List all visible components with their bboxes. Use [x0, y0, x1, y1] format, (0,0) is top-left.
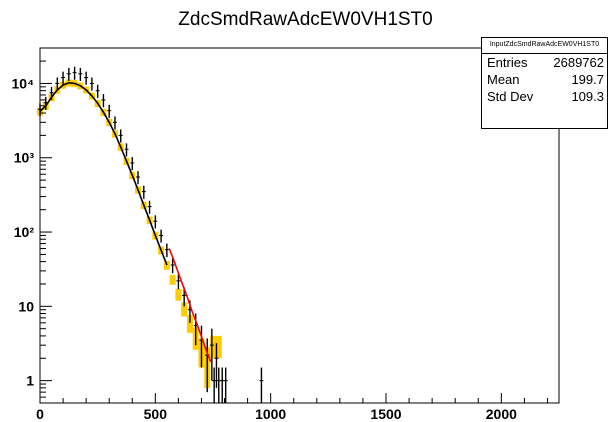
- y-tick-label: 10⁴: [12, 75, 35, 91]
- stats-row-stddev: Std Dev 109.3: [482, 88, 607, 105]
- stats-row-mean: Mean 199.7: [482, 71, 607, 88]
- y-tick-label: 10: [18, 298, 34, 314]
- band-bin: [169, 274, 176, 285]
- band-bin: [163, 260, 170, 270]
- x-tick-label: 2000: [486, 406, 517, 422]
- stats-label: Mean: [487, 72, 520, 87]
- series-line: [168, 248, 212, 362]
- x-tick-label: 0: [36, 406, 44, 422]
- stats-box: InputZdcSmdRawAdcEW0VH1ST0 Entries 26897…: [481, 37, 608, 129]
- series-line: [39, 81, 168, 266]
- plot-frame: [39, 47, 560, 404]
- chart-title: ZdcSmdRawAdcEW0VH1ST0: [178, 9, 433, 30]
- stats-label: Std Dev: [487, 89, 534, 104]
- band-bin: [215, 335, 222, 359]
- stats-label: Entries: [487, 55, 528, 70]
- stats-value: 109.3: [571, 89, 604, 104]
- stats-hist-name: InputZdcSmdRawAdcEW0VH1ST0: [482, 38, 607, 54]
- y-tick-label: 10³: [14, 150, 35, 166]
- band-layer: [37, 79, 222, 388]
- x-tick-label: 1500: [370, 406, 401, 422]
- band-bin: [181, 302, 188, 317]
- y-tick-label: 10²: [14, 224, 35, 240]
- band-bin: [210, 335, 216, 359]
- x-tick-label: 1000: [255, 406, 286, 422]
- axis-layer: 0 500 1000 1500 2000 1 10 10² 10³ 10⁴: [12, 47, 548, 422]
- band-bin: [186, 315, 193, 333]
- y-tick-label: 1: [26, 373, 34, 389]
- stats-value: 2689762: [553, 55, 604, 70]
- error-bar-layer: [38, 66, 264, 403]
- band-bin: [175, 289, 182, 301]
- x-tick-label: 500: [144, 406, 168, 422]
- fit-line-layer: [39, 81, 212, 362]
- stats-row-entries: Entries 2689762: [482, 54, 607, 71]
- stats-value: 199.7: [571, 72, 604, 87]
